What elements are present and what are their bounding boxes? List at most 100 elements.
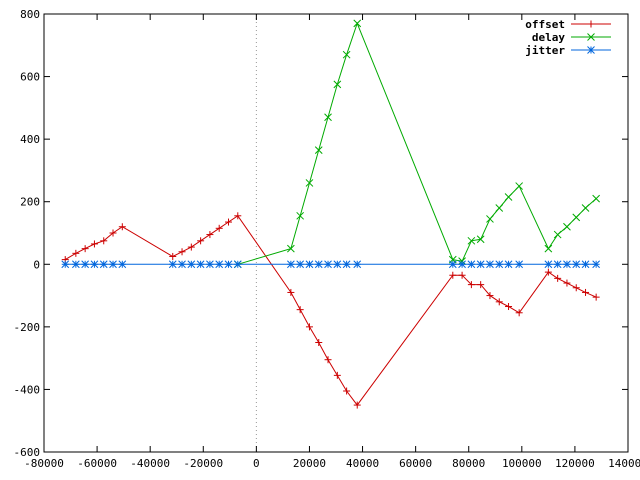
data-point-jitter [287, 260, 295, 269]
data-point-jitter [342, 260, 351, 269]
legend-label-jitter: jitter [525, 44, 565, 57]
data-point-offset [315, 339, 323, 346]
data-point-jitter [563, 260, 571, 269]
data-point-delay [342, 50, 351, 59]
data-point-jitter [72, 260, 80, 269]
data-point-offset [305, 323, 313, 331]
data-point-offset [467, 281, 475, 289]
data-point-jitter [467, 260, 476, 269]
data-point-offset [296, 306, 304, 314]
data-point-jitter [486, 260, 494, 269]
data-point-offset [169, 252, 177, 260]
x-tick-label: -40000 [130, 457, 170, 470]
data-point-delay [305, 179, 314, 187]
data-point-delay [553, 230, 562, 239]
x-tick-label: 80000 [452, 457, 485, 470]
data-point-offset [544, 268, 552, 276]
data-point-delay [592, 194, 600, 203]
data-point-offset [343, 387, 351, 395]
plot-frame [43, 13, 629, 453]
axis-ticks: -600 -400 -200 0 200 400 600 800 -80000 -60000 -40… [14, 8, 640, 470]
data-point-jitter [168, 260, 177, 269]
x-tick-label: -80000 [24, 457, 64, 470]
data-point-offset [449, 271, 457, 279]
data-point-jitter [187, 260, 196, 269]
x-tick-label: 100000 [502, 457, 542, 470]
data-point-offset [100, 237, 108, 245]
data-point-jitter [581, 260, 590, 269]
data-point-offset [515, 309, 523, 317]
data-point-offset [118, 223, 126, 231]
data-point-jitter [99, 260, 108, 269]
data-point-delay [353, 19, 362, 28]
x-tick-label: 0 [253, 457, 260, 470]
legend-label-offset: offset [525, 18, 565, 31]
data-point-delay [495, 204, 504, 212]
data-point-jitter [206, 260, 214, 269]
x-tick-label: 120000 [555, 457, 595, 470]
y-tick-label: 400 [20, 133, 40, 146]
data-point-jitter [224, 260, 233, 269]
data-point-offset [81, 245, 89, 253]
data-point-offset [215, 224, 223, 232]
x-tick-label: 20000 [293, 457, 326, 470]
data-point-delay [287, 244, 295, 253]
data-point-delay [581, 204, 590, 212]
data-point-jitter [118, 260, 127, 269]
data-point-delay [544, 244, 553, 253]
data-point-jitter [353, 260, 362, 269]
y-tick-label: 200 [20, 196, 40, 209]
data-point-delay [572, 213, 581, 222]
data-point-jitter [90, 260, 99, 269]
data-point-offset [505, 303, 513, 311]
series-layer [61, 19, 600, 409]
y-tick-label: -400 [14, 383, 41, 396]
data-point-delay [314, 146, 323, 154]
data-point-jitter [109, 260, 117, 269]
data-point-jitter [196, 260, 205, 269]
data-point-offset [563, 279, 571, 287]
y-tick-label: 600 [20, 71, 40, 84]
data-point-jitter [553, 260, 562, 269]
legend-marker-offset [587, 20, 595, 28]
data-point-jitter [314, 260, 323, 269]
data-point-delay [504, 193, 513, 201]
data-point-jitter [333, 260, 342, 269]
data-point-offset [572, 284, 580, 292]
series-delay [233, 19, 600, 269]
data-point-offset [554, 274, 562, 282]
data-point-jitter [448, 260, 457, 269]
data-point-offset [72, 249, 80, 257]
data-point-offset [324, 356, 332, 364]
data-point-jitter [495, 260, 504, 269]
data-point-offset [90, 240, 98, 248]
data-point-delay [324, 113, 332, 122]
data-point-offset [495, 298, 503, 306]
data-point-jitter [515, 260, 524, 269]
y-tick-label: -600 [14, 446, 41, 459]
x-tick-label: 140000 [608, 457, 640, 470]
data-point-jitter [305, 260, 314, 269]
data-point-jitter [215, 260, 224, 269]
data-point-jitter [592, 260, 600, 269]
data-point-jitter [458, 260, 466, 269]
series-offset [61, 212, 600, 409]
data-point-jitter [178, 260, 186, 269]
data-point-jitter [476, 260, 485, 269]
y-tick-label: 800 [20, 8, 40, 21]
data-point-offset [477, 281, 485, 289]
data-point-jitter [81, 260, 89, 269]
data-point-offset [353, 401, 361, 409]
data-point-offset [582, 288, 590, 296]
data-point-jitter [544, 260, 553, 269]
data-point-offset [178, 248, 186, 256]
data-point-offset [486, 292, 494, 300]
data-point-offset [224, 218, 232, 226]
series-jitter [61, 260, 600, 269]
data-point-offset [234, 212, 242, 220]
legend-marker-jitter [587, 46, 595, 54]
x-tick-label: 60000 [399, 457, 432, 470]
